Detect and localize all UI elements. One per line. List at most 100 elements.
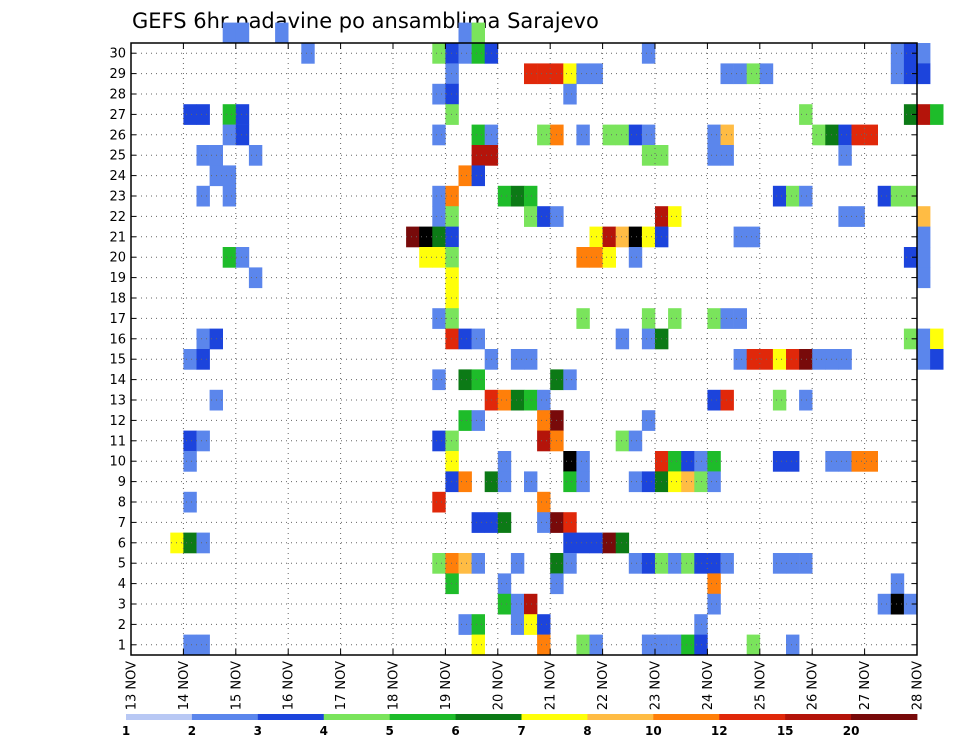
heatmap-cell (681, 451, 695, 472)
heatmap-cell (432, 430, 446, 452)
heatmap-cell (615, 430, 630, 452)
colorbar-swatch (521, 714, 588, 720)
heatmap-cell (917, 349, 931, 370)
heatmap-cell (668, 471, 682, 493)
colorbar-label: 2 (188, 724, 196, 738)
heatmap-cell (720, 553, 734, 574)
colorbar-swatch (851, 714, 918, 720)
heatmap-cell (524, 614, 538, 635)
heatmap-cell (497, 185, 512, 207)
heatmap-cell (510, 614, 525, 635)
y-tick-label: 12 (109, 414, 126, 429)
y-tick-label: 29 (109, 67, 126, 82)
heatmap-cell (746, 634, 761, 656)
heatmap-cell (641, 43, 656, 64)
heatmap-cell (471, 634, 485, 656)
colorbar-label: 15 (777, 724, 794, 738)
heatmap-cell (471, 22, 485, 44)
heatmap-cell (471, 165, 485, 187)
heatmap-cell (432, 369, 446, 391)
heatmap-cell (248, 267, 263, 289)
heatmap-cell (772, 389, 787, 411)
heatmap-cell (471, 369, 485, 391)
heatmap-cell (432, 185, 446, 207)
heatmap-cell (563, 512, 577, 533)
heatmap-cell (838, 451, 852, 472)
heatmap-cell (445, 267, 459, 289)
heatmap-cell (890, 43, 905, 64)
heatmap-cell (445, 185, 459, 207)
y-tick-label: 15 (109, 353, 126, 368)
heatmap-cell (707, 145, 721, 166)
heatmap-cell (510, 185, 525, 207)
y-tick-label: 6 (118, 536, 126, 551)
heatmap-cell (445, 471, 459, 493)
heatmap-cell (458, 43, 472, 64)
heatmap-cell (563, 369, 577, 391)
colorbar-swatch (653, 714, 720, 720)
y-tick-label: 22 (109, 210, 126, 225)
colorbar-swatch (389, 714, 456, 720)
heatmap-cell (183, 532, 197, 554)
heatmap-cell (183, 491, 197, 513)
heatmap-cell (903, 104, 918, 125)
heatmap-cell (419, 247, 433, 268)
heatmap-cell (471, 328, 485, 350)
x-tick-label: 19 NOV (439, 661, 454, 710)
heatmap-cell (733, 63, 747, 85)
heatmap-cell (641, 124, 656, 146)
heatmap-cell (746, 226, 761, 248)
heatmap-cell (432, 247, 446, 268)
heatmap-cell (537, 389, 551, 411)
heatmap-cell (222, 124, 237, 146)
heatmap-cell (235, 124, 250, 146)
heatmap-cell (524, 185, 538, 207)
heatmap-cell (471, 614, 485, 635)
heatmap-cell (903, 328, 918, 350)
heatmap-cell (576, 532, 590, 554)
heatmap-cell (917, 328, 931, 350)
heatmap-cell (458, 614, 472, 635)
heatmap-cell (458, 165, 472, 187)
heatmap-cell (576, 634, 590, 656)
heatmap-cell (707, 471, 721, 493)
heatmap-cell (497, 451, 512, 472)
heatmap-cell (576, 451, 590, 472)
heatmap-cell (615, 226, 630, 248)
x-tick-label: 18 NOV (387, 661, 402, 710)
heatmap-cell (838, 349, 852, 370)
heatmap-cell (838, 206, 852, 227)
heatmap-cell (510, 389, 525, 411)
heatmap-cell (576, 471, 590, 493)
heatmap-cell (510, 349, 525, 370)
heatmap-cell (576, 63, 590, 85)
heatmap-cell (786, 185, 800, 207)
heatmap-cell (524, 389, 538, 411)
heatmap-cell (746, 63, 761, 85)
x-tick-label: 21 NOV (544, 661, 559, 710)
heatmap-cell (196, 430, 210, 452)
x-tick-label: 25 NOV (753, 661, 768, 710)
colorbar-label: 5 (385, 724, 393, 738)
x-tick-label: 23 NOV (649, 661, 664, 710)
colorbar-label: 3 (254, 724, 262, 738)
heatmap-cell (445, 43, 459, 64)
heatmap-cell (432, 206, 446, 227)
heatmap-cell (537, 124, 551, 146)
heatmap-cell (772, 185, 787, 207)
heatmap-cell (497, 512, 512, 533)
heatmap-cell (432, 226, 446, 248)
heatmap-cell (445, 308, 459, 329)
heatmap-cell (681, 634, 695, 656)
heatmap-cell (432, 124, 446, 146)
heatmap-cell (524, 593, 538, 615)
heatmap-cell (471, 553, 485, 574)
heatmap-cell (628, 124, 643, 146)
heatmap-cell (458, 553, 472, 574)
colorbar-label: 7 (517, 724, 525, 738)
heatmap-cell (445, 83, 459, 105)
heatmap-cell (615, 124, 630, 146)
y-tick-label: 2 (118, 618, 126, 633)
heatmap-cell (851, 124, 865, 146)
heatmap-cell (917, 63, 931, 85)
